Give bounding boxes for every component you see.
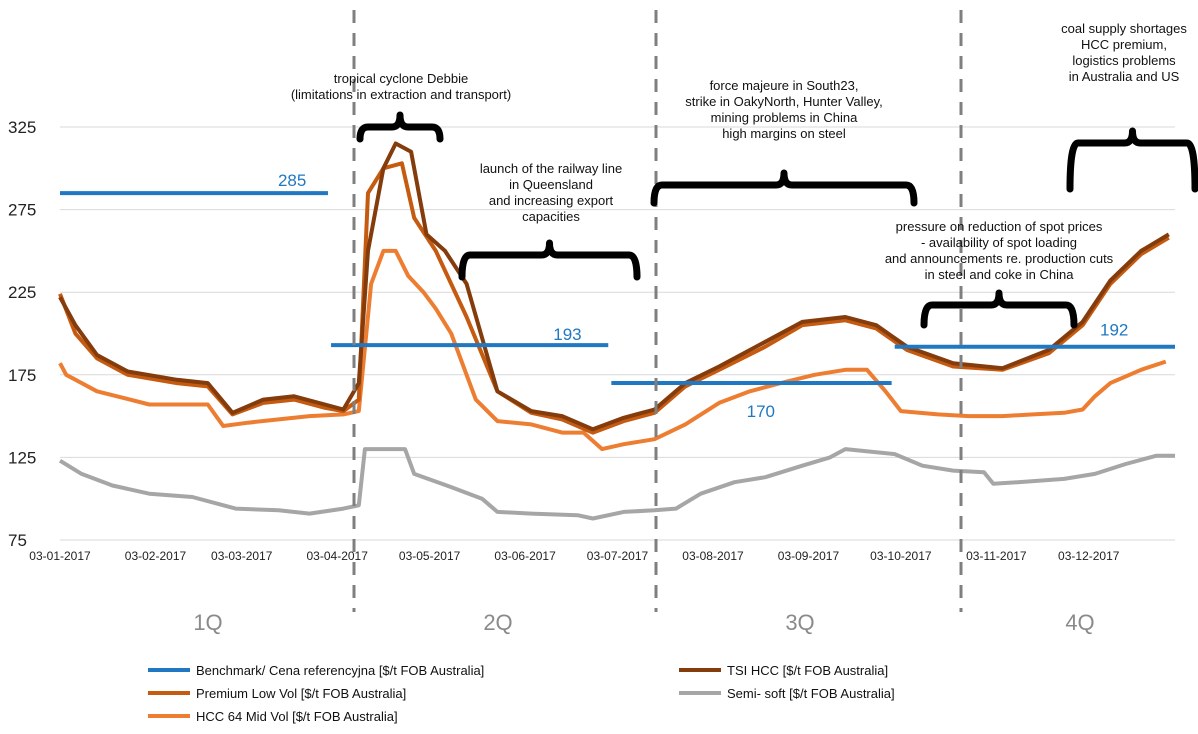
brace-force-majeure	[650, 169, 918, 207]
annotation-line: HCC premium,	[1081, 37, 1167, 52]
x-axis-ticks: 03-01-2017 03-02-2017 03-03-2017 03-04-2017…	[29, 549, 1119, 563]
legend-entry-4: HCC 64 Mid Vol [$/t FOB Australia]	[196, 709, 398, 724]
annotation-line: coal supply shortages	[1061, 21, 1187, 36]
annotation-line: tropical cyclone Debbie	[334, 71, 468, 86]
annotation-line: high margins on steel	[722, 126, 846, 141]
x-tick-label: 03-12-2017	[1058, 549, 1120, 563]
legend-entry-3: Semi- soft [$/t FOB Australia]	[727, 686, 895, 701]
annotation-line: capacities	[522, 209, 580, 224]
y-tick-label: 175	[8, 366, 36, 385]
y-tick-label: 275	[8, 201, 36, 220]
x-tick-label: 03-05-2017	[399, 549, 461, 563]
annotation-line: launch of the railway line	[480, 161, 622, 176]
y-tick-label: 325	[8, 118, 36, 137]
annotation-line: strike in OakyNorth, Hunter Valley,	[685, 94, 882, 109]
x-tick-label: 03-09-2017	[778, 549, 840, 563]
y-tick-label: 225	[8, 283, 36, 302]
benchmark-label: 170	[747, 402, 775, 421]
x-tick-label: 03-02-2017	[125, 549, 187, 563]
series-line-1	[58, 248, 1167, 452]
annotation-line: - availability of spot loading	[921, 235, 1077, 250]
quarter-label-3Q: 3Q	[785, 610, 814, 635]
benchmark-label: 285	[278, 171, 306, 190]
annotation-0: tropical cyclone Debbie (limitations in e…	[291, 71, 511, 102]
annotation-2: force majeure in South23, strike in OakyN…	[685, 78, 882, 141]
annotation-line: pressure on reduction of spot prices	[896, 219, 1103, 234]
annotation-line: force majeure in South23,	[710, 78, 859, 93]
annotation-line: in Queensland	[509, 177, 593, 192]
annotation-line: and increasing export	[489, 193, 614, 208]
brace-railway	[458, 239, 641, 281]
quarter-label-4Q: 4Q	[1065, 610, 1094, 635]
x-tick-label: 03-03-2017	[211, 549, 273, 563]
annotations: tropical cyclone Debbie (limitations in e…	[291, 21, 1188, 282]
x-tick-label: 03-07-2017	[587, 549, 649, 563]
quarter-label-1Q: 1Q	[193, 610, 222, 635]
annotation-3: pressure on reduction of spot prices - av…	[885, 219, 1114, 282]
x-tick-label: 03-08-2017	[682, 549, 744, 563]
gridlines	[60, 126, 1175, 541]
y-axis-ticks: 75 125 175 225 275 325	[8, 118, 36, 550]
legend-entry-2: Premium Low Vol [$/t FOB Australia]	[196, 686, 406, 701]
annotation-line: logistics problems	[1072, 53, 1176, 68]
x-tick-label: 03-11-2017	[966, 549, 1027, 563]
benchmark-label: 193	[553, 325, 581, 344]
annotation-line: in steel and coke in China	[925, 267, 1075, 282]
legend-entry-1: TSI HCC [$/t FOB Australia]	[727, 663, 888, 678]
x-tick-label: 03-06-2017	[494, 549, 556, 563]
legend: Benchmark/ Cena referencyjna [$/t FOB Au…	[148, 663, 895, 724]
annotation-line: in Australia and US	[1069, 69, 1180, 84]
brace-spot-pressure	[920, 289, 1078, 329]
legend-entry-0: Benchmark/ Cena referencyjna [$/t FOB Au…	[196, 663, 484, 678]
benchmark-segments: 285 193 170 192	[60, 171, 1175, 421]
brace-cyclone	[356, 111, 444, 143]
y-tick-label: 75	[8, 531, 27, 550]
y-tick-label: 125	[8, 448, 36, 467]
x-tick-label: 03-01-2017	[29, 549, 91, 563]
annotation-line: mining problems in China	[711, 110, 858, 125]
quarter-label-2Q: 2Q	[483, 610, 512, 635]
annotation-line: and announcements re. production cuts	[885, 251, 1114, 266]
annotation-line: (limitations in extraction and transport…	[291, 87, 511, 102]
benchmark-label: 192	[1100, 321, 1128, 340]
x-tick-label: 03-04-2017	[307, 549, 369, 563]
brace-supply-shortage	[1066, 127, 1198, 193]
annotation-4: coal supply shortages HCC premium, logisti…	[1061, 21, 1187, 84]
series-line-3	[58, 141, 1170, 432]
annotation-1: launch of the railway line in Queensland a…	[480, 161, 622, 224]
series-lines	[58, 141, 1175, 521]
series-line-0	[58, 447, 1175, 521]
quarter-labels: 1Q 2Q 3Q 4Q	[193, 610, 1094, 635]
annotation-braces	[356, 111, 1198, 329]
quarter-dividers	[352, 10, 963, 612]
x-tick-label: 03-10-2017	[870, 549, 932, 563]
